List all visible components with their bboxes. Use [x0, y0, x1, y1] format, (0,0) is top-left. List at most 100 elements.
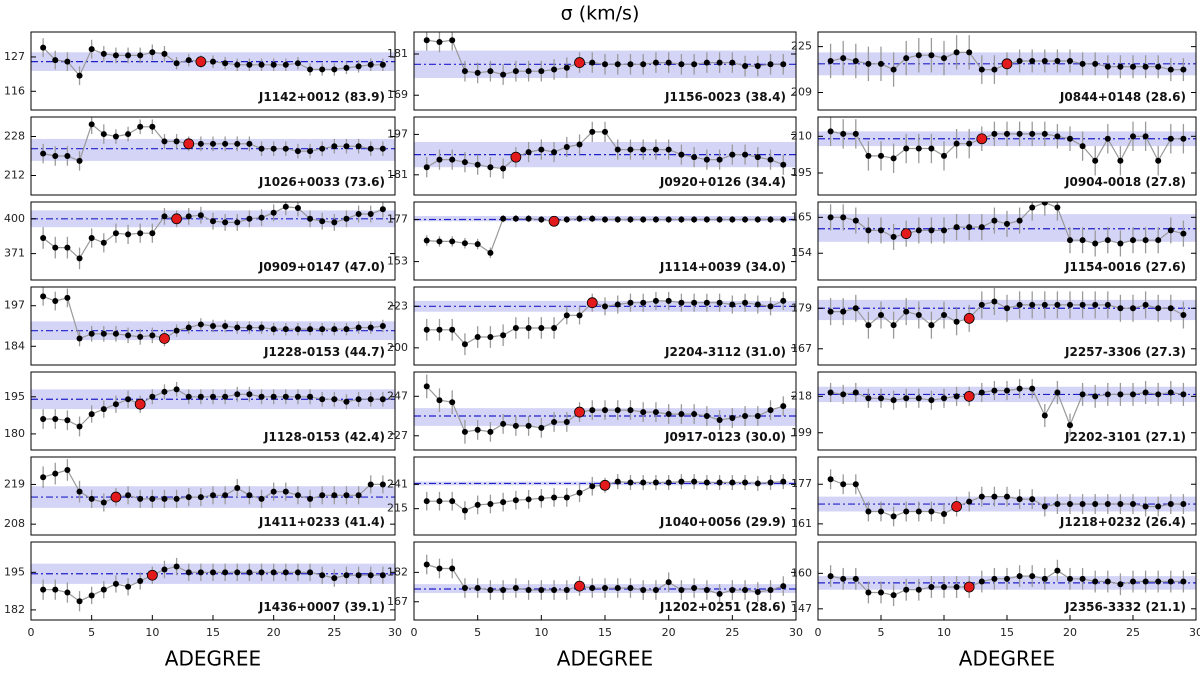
x-tick-label: 20 [662, 626, 676, 639]
point [246, 140, 253, 147]
point [319, 145, 326, 152]
point [234, 324, 241, 331]
panel [31, 287, 395, 347]
point [852, 481, 859, 488]
point [343, 572, 350, 579]
point [890, 397, 897, 404]
point [716, 59, 723, 66]
point [1016, 385, 1023, 392]
point [665, 59, 672, 66]
y-tick-label: 200 [387, 341, 408, 354]
point [767, 216, 774, 223]
point [890, 66, 897, 73]
point [1041, 202, 1048, 206]
point [307, 495, 314, 502]
point [1016, 57, 1023, 64]
point [1180, 578, 1187, 585]
point [1167, 227, 1174, 234]
point [40, 150, 47, 157]
point [64, 153, 71, 159]
panel [818, 35, 1196, 87]
point [1155, 157, 1162, 164]
point [978, 493, 985, 500]
point [307, 326, 314, 333]
point [436, 38, 443, 45]
point [222, 219, 229, 226]
point [137, 578, 144, 584]
point [88, 495, 95, 502]
point [500, 165, 507, 172]
point [1092, 501, 1099, 508]
panel-frame [817, 371, 1197, 451]
point [840, 308, 847, 315]
point [525, 422, 532, 429]
panel-frame [30, 456, 396, 536]
point [978, 224, 985, 231]
point [903, 55, 910, 62]
point [652, 479, 659, 486]
point [161, 388, 168, 395]
point [1004, 575, 1010, 582]
y-tick-label: 210 [791, 129, 812, 142]
x-tick-label: 10 [145, 626, 159, 639]
point [1104, 135, 1111, 142]
point [76, 598, 83, 605]
point [88, 330, 95, 337]
point [100, 586, 107, 593]
panel-label: J2204-3112 (31.0) [664, 345, 786, 359]
x-tick-label: 15 [206, 626, 220, 639]
panel-label: J2202-3101 (27.1) [1064, 430, 1186, 444]
x-tick-label: 10 [534, 626, 548, 639]
point [210, 492, 216, 499]
point [52, 586, 59, 593]
point [640, 409, 647, 416]
point [500, 71, 507, 78]
panel [818, 559, 1196, 607]
point [1041, 130, 1048, 137]
panel-frame [817, 456, 1197, 536]
y-tick-label: 208 [4, 517, 25, 530]
point [222, 492, 229, 499]
point [941, 584, 947, 590]
panel [31, 202, 395, 270]
y-tick-label: 219 [4, 477, 25, 490]
point [234, 140, 241, 147]
point [640, 216, 647, 223]
point [665, 479, 672, 486]
x-tick-label: 5 [474, 626, 481, 639]
point [1104, 237, 1111, 244]
point [890, 592, 897, 599]
point [137, 495, 144, 502]
point [729, 59, 736, 66]
point [355, 143, 362, 150]
point [52, 470, 59, 477]
highlight-point [586, 297, 598, 309]
point [1167, 305, 1174, 312]
point [754, 413, 761, 420]
point [614, 146, 621, 153]
point [678, 411, 685, 418]
point [691, 216, 698, 223]
point [865, 227, 872, 234]
point [379, 396, 386, 403]
y-tick-label: 223 [387, 299, 408, 312]
panel-label: J1411+0233 (41.4) [258, 515, 385, 529]
point [1117, 157, 1124, 164]
point [563, 587, 570, 594]
point [1029, 385, 1036, 392]
x-axis-label: ADEGREE [165, 647, 261, 671]
panel-label: J1142+0012 (83.9) [258, 90, 385, 104]
panel-label: J0920+0126 (34.4) [659, 175, 786, 189]
point [903, 308, 910, 315]
point [173, 386, 180, 393]
point [665, 146, 672, 153]
point [197, 494, 204, 501]
point [270, 488, 277, 495]
point [137, 230, 144, 237]
point [270, 145, 277, 152]
highlight-point [599, 479, 611, 491]
point [173, 563, 180, 570]
y-tick-label: 160 [791, 566, 812, 579]
point [1029, 130, 1036, 137]
y-tick-label: 154 [791, 246, 812, 259]
